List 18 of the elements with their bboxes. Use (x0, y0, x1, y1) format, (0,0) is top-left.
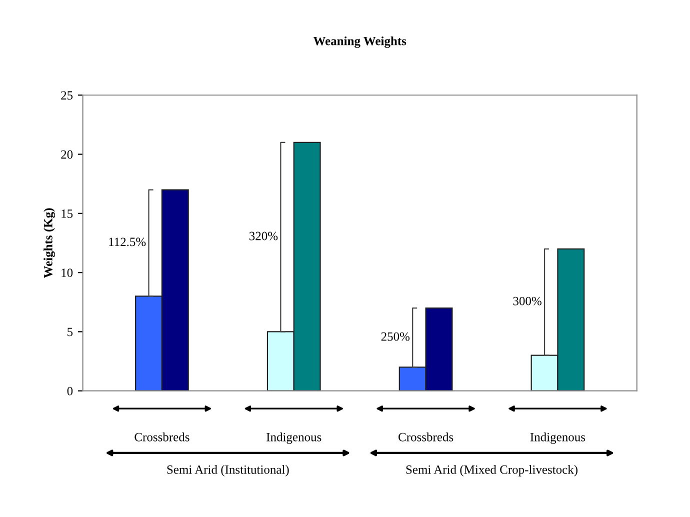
annotation: 112.5% (109, 238, 146, 246)
annotation: 320% (249, 232, 278, 240)
chart-title: Weaning Weights (313, 36, 406, 48)
x-tick-label: Crossbreds (398, 432, 454, 442)
annotation: 250% (381, 332, 410, 341)
x-tick-label: Crossbreds (134, 432, 190, 442)
y-tick-label: 15 (62, 210, 73, 218)
y-tick-label: 0 (67, 386, 73, 396)
y-axis-title: Weights (Kg) (44, 208, 56, 278)
text: Semi Arid (Institutional) (167, 465, 289, 476)
y-tick-label: 20 (61, 150, 73, 159)
y-tick-label: 25 (61, 91, 73, 100)
text: Semi Arid (Mixed Crop-livestock) (406, 465, 578, 476)
y-tick-label: 10 (62, 268, 73, 278)
x-tick-label: Indigenous (530, 432, 586, 444)
x-tick-label: Indigenous (266, 432, 322, 444)
annotation: 300% (513, 296, 542, 306)
y-tick-label: 5 (68, 328, 73, 336)
